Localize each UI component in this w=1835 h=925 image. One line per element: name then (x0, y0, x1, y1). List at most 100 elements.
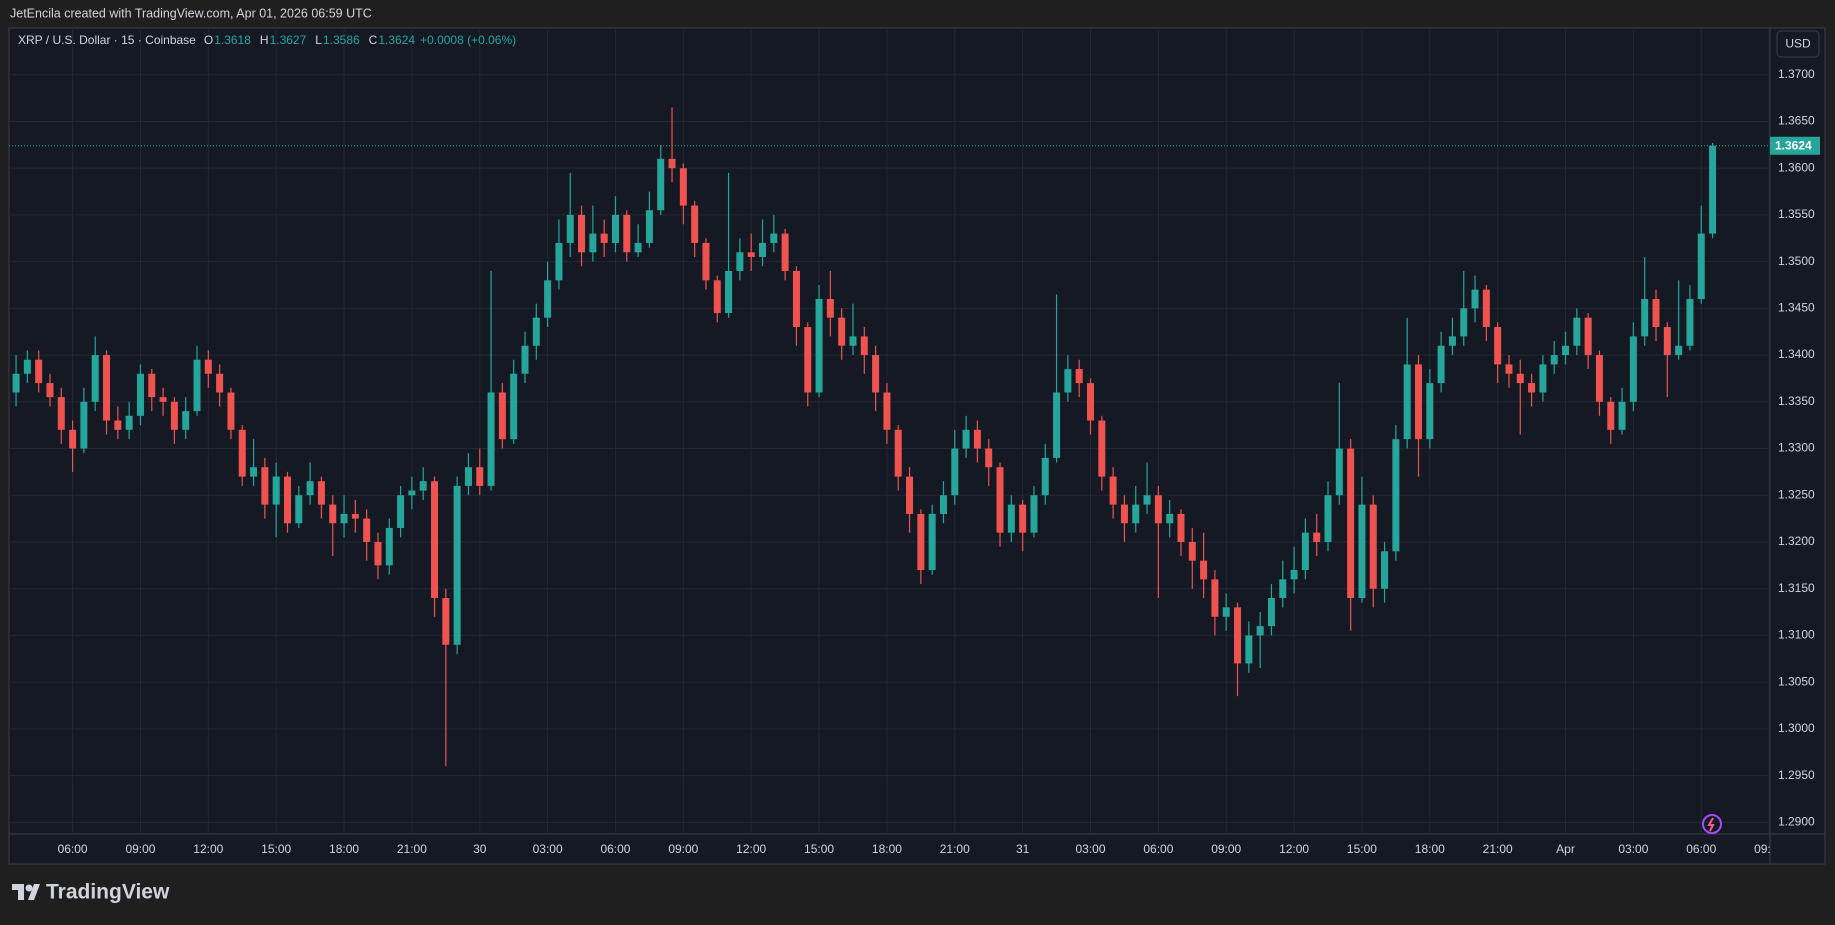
candle-body (1528, 383, 1536, 393)
candle-body (397, 495, 405, 528)
candle-body (611, 214, 619, 243)
y-tick-label: 1.3000 (1778, 721, 1815, 735)
candle-body (227, 392, 235, 430)
candle-body (725, 270, 733, 314)
y-tick-label: 1.3450 (1778, 301, 1815, 315)
candle-body (883, 392, 891, 430)
candle-body (759, 242, 767, 257)
candle-body (125, 415, 133, 430)
candle-body (985, 448, 993, 468)
candle-body (917, 513, 925, 571)
candle-body (906, 476, 914, 514)
candle-body (374, 541, 382, 566)
x-tick-label: 09:00 (125, 842, 155, 856)
x-tick-label: 03:00 (533, 842, 563, 856)
candle-body (170, 401, 178, 430)
y-tick-label: 1.3050 (1778, 674, 1815, 688)
candle-body (1629, 336, 1637, 402)
y-tick-label: 1.2900 (1778, 814, 1815, 828)
candle-body (1256, 626, 1264, 636)
candle-body (770, 233, 778, 243)
candle-body (1663, 327, 1671, 356)
assistant-icon[interactable] (1702, 814, 1722, 834)
candle-body (57, 397, 65, 430)
x-tick-label: 31 (1016, 842, 1030, 856)
y-tick-label: 1.3250 (1778, 487, 1815, 501)
candle-body (691, 205, 699, 243)
candle-body (317, 481, 325, 505)
candle-body (351, 513, 359, 519)
candle-body (1607, 401, 1615, 430)
candle-body (1177, 513, 1185, 542)
candle-body (464, 467, 472, 486)
x-tick-label: 21:00 (397, 842, 427, 856)
candle-body (510, 373, 518, 440)
candle-body (419, 481, 427, 491)
candle-body (1697, 233, 1705, 300)
x-tick-label: 18:00 (329, 842, 359, 856)
candle-body (736, 252, 744, 271)
x-tick-label: 03:00 (1618, 842, 1648, 856)
x-tick-label: 21:00 (1483, 842, 1513, 856)
candle-body (1200, 560, 1208, 580)
candle-body (216, 373, 224, 393)
candle-body (1494, 327, 1502, 365)
candle-body (928, 513, 936, 571)
candle-body (1550, 355, 1558, 365)
candle-body (476, 467, 484, 486)
x-tick-label: 06:00 (58, 842, 88, 856)
candle-body (1369, 504, 1377, 589)
candle-body (91, 355, 99, 402)
candle-body (668, 158, 676, 169)
candle-body (340, 513, 348, 524)
candle-body (408, 490, 416, 496)
candle-body (498, 392, 506, 440)
x-tick-label: 09:00 (1754, 842, 1784, 856)
candle-body (1347, 448, 1355, 599)
candle-body (962, 429, 970, 449)
candle-body (1448, 336, 1456, 346)
x-tick-label: 06:00 (600, 842, 630, 856)
candle-body (996, 467, 1004, 533)
candle-body (1154, 495, 1162, 524)
candle-body (1414, 364, 1422, 440)
candle-body (1188, 541, 1196, 561)
candle-body (1426, 383, 1434, 440)
x-tick-label: 15:00 (1347, 842, 1377, 856)
currency-button[interactable] (1776, 30, 1820, 58)
candle-body (1120, 504, 1128, 524)
candle-body (159, 397, 167, 402)
candle-body (1234, 607, 1242, 664)
x-tick-label: 18:00 (872, 842, 902, 856)
candle-body (894, 429, 902, 477)
candle-body (453, 485, 461, 645)
x-tick-label: 12:00 (193, 842, 223, 856)
x-tick-label: 18:00 (1415, 842, 1445, 856)
chart-panel (9, 28, 1825, 864)
ohlc-key: C (369, 33, 378, 47)
candle-body (1041, 457, 1049, 496)
candle-body (1381, 551, 1389, 589)
candle-body (566, 214, 574, 243)
candle-body (261, 467, 269, 505)
ohlc-value: 1.3586 (323, 33, 360, 47)
candle-body (747, 252, 755, 257)
candle-body (1516, 373, 1524, 384)
last-price-tag (1770, 136, 1820, 155)
candle-body (973, 429, 981, 449)
candle-body (849, 336, 857, 346)
candle-body (193, 359, 201, 412)
candle-body (1584, 317, 1592, 356)
candle-body (1324, 495, 1332, 542)
candle-body (679, 168, 687, 206)
candle-body (623, 214, 631, 253)
candle-body (1539, 364, 1547, 393)
x-tick-label: 06:00 (1143, 842, 1173, 856)
candle-body (1267, 598, 1275, 627)
candle-body (1222, 607, 1230, 617)
candle-body (544, 280, 552, 318)
candle-body (860, 336, 868, 356)
ohlc-value: 1.3627 (270, 33, 307, 47)
candle-body (1279, 579, 1287, 599)
ohlc-key: H (260, 33, 269, 47)
